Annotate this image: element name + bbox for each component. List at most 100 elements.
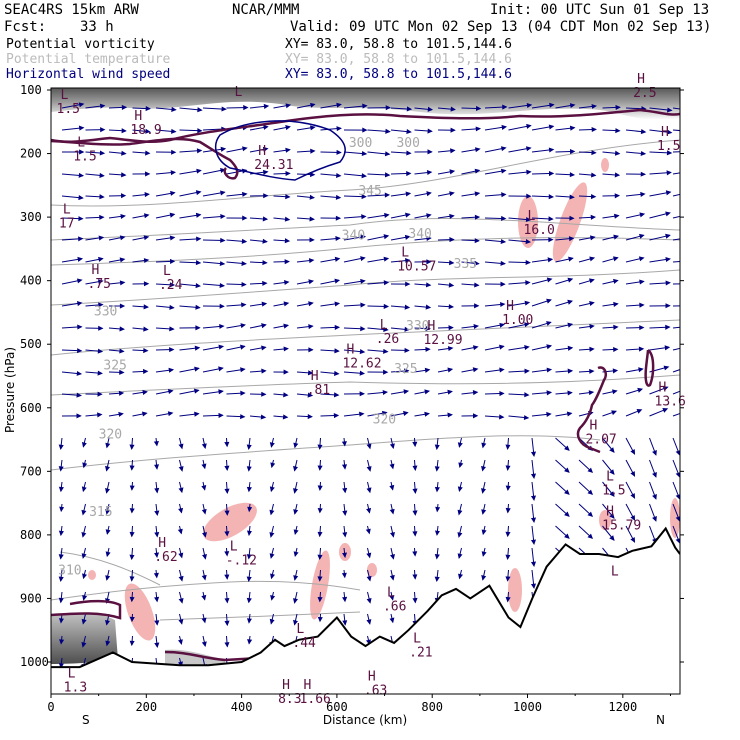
- wind-arrowhead: [690, 325, 694, 329]
- theta-label: 330: [94, 305, 117, 320]
- wind-arrowhead: [569, 215, 575, 221]
- wind-arrowhead: [196, 168, 202, 174]
- wind-arrowhead: [334, 301, 341, 307]
- wind-arrowhead: [246, 486, 252, 493]
- wind-arrowhead: [434, 444, 440, 451]
- wind-arrowhead: [178, 443, 184, 450]
- wind-arrowhead: [523, 415, 530, 421]
- wind-arrowhead: [59, 639, 65, 645]
- wind-arrowhead: [99, 214, 105, 220]
- wind-arrowhead: [500, 168, 507, 174]
- wind-arrowhead: [360, 278, 366, 284]
- wind-arrowhead: [447, 346, 454, 352]
- wind-arrowhead: [178, 466, 184, 472]
- wind-arrowhead: [129, 508, 135, 514]
- wind-arrowhead: [472, 367, 479, 373]
- wind-arrowhead: [361, 193, 367, 200]
- wind-arrowhead: [201, 443, 207, 450]
- wind-arrowhead: [412, 597, 418, 604]
- extremum-value: .66: [383, 600, 406, 615]
- theta-line: [51, 374, 680, 396]
- wind-arrowhead: [666, 129, 673, 135]
- wind-arrowhead: [587, 489, 594, 495]
- wind-arrowhead: [262, 146, 269, 152]
- wind-arrowhead: [194, 366, 200, 372]
- wind-arrowhead: [76, 300, 83, 307]
- wind-arrowhead: [639, 233, 645, 239]
- wind-arrowhead: [218, 412, 224, 419]
- wind-arrowhead: [243, 105, 249, 111]
- wind-arrowhead: [120, 213, 126, 219]
- wind-arrowhead: [359, 370, 366, 376]
- wind-arrowhead: [426, 213, 432, 219]
- wind-arrowhead: [481, 529, 487, 536]
- wind-arrowhead: [283, 301, 290, 307]
- theta-label: 320: [99, 427, 122, 442]
- wind-arrowhead: [98, 235, 105, 241]
- wind-arrowhead: [639, 279, 645, 285]
- wind-arrowhead: [530, 495, 537, 502]
- wind-arrowhead: [564, 467, 570, 473]
- extremum-value: 17: [59, 216, 75, 231]
- wind-arrowhead: [426, 259, 432, 265]
- theta-label: 345: [358, 184, 381, 199]
- wind-arrowhead: [404, 368, 410, 374]
- wind-arrowhead: [317, 576, 323, 582]
- wind-arrowhead: [412, 574, 418, 580]
- y-tick-label: 500: [20, 337, 42, 351]
- wind-arrowhead: [246, 554, 252, 560]
- wind-arrowhead: [526, 102, 533, 108]
- wind-arrowhead: [129, 485, 135, 491]
- wind-arrowhead: [154, 620, 160, 626]
- wind-arrowhead: [591, 127, 597, 132]
- wind-arrowhead: [525, 260, 531, 265]
- theta-label: 325: [103, 359, 126, 374]
- wind-arrowhead: [609, 513, 615, 519]
- shade-blob: [599, 510, 611, 530]
- extremum-letter: H: [637, 72, 645, 87]
- wind-arrowhead: [638, 367, 644, 373]
- x-tick-label: 1200: [608, 700, 637, 714]
- wind-arrowhead: [194, 411, 200, 417]
- wind-arrowhead: [505, 554, 511, 561]
- wind-arrowhead: [447, 367, 454, 373]
- extremum-letter: H: [589, 419, 597, 434]
- wind-arrowhead: [283, 279, 290, 286]
- wind-arrowhead: [447, 389, 453, 395]
- wind-arrowhead: [525, 239, 532, 245]
- wind-arrowhead: [167, 411, 174, 417]
- wind-arrowhead: [505, 531, 511, 538]
- wind-arrowhead: [154, 552, 160, 558]
- wind-arrowhead: [218, 389, 224, 395]
- wind-arrowhead: [119, 369, 125, 375]
- wind-arrowhead: [472, 390, 479, 396]
- wind-arrowhead: [195, 212, 202, 218]
- wind-arrowhead: [499, 344, 505, 350]
- y-tick-label: 700: [20, 464, 42, 478]
- extremum-letter: H: [134, 109, 142, 124]
- wind-arrowhead: [246, 444, 252, 451]
- wind-arrowhead: [81, 442, 87, 448]
- wind-arrowhead: [261, 345, 267, 351]
- wind-arrowhead: [153, 441, 159, 447]
- wind-arrowhead: [567, 299, 573, 305]
- wind-arrowhead: [500, 238, 507, 245]
- wind-arrowhead: [168, 367, 175, 373]
- wind-arrowhead: [384, 192, 391, 198]
- wind-arrowhead: [119, 257, 126, 263]
- wind-arrowhead: [76, 278, 83, 284]
- extremum-value: 2.07: [585, 433, 616, 448]
- wind-arrowhead: [474, 214, 481, 220]
- wind-arrowhead: [336, 149, 342, 155]
- wind-arrowhead: [221, 106, 227, 112]
- theta-labels: 345 340 340 335 330 330 325 325 320 320 315 310 300 3…: [58, 136, 477, 578]
- wind-arrowhead: [526, 169, 532, 175]
- wind-arrowhead: [317, 554, 323, 561]
- wind-arrowhead: [637, 387, 643, 393]
- shade-blob: [508, 568, 522, 612]
- theta-isolines: [51, 139, 680, 621]
- wind-arrowhead: [590, 214, 597, 220]
- wind-arrowhead: [609, 535, 615, 541]
- wind-arrowhead: [501, 215, 507, 221]
- wind-arrowhead: [293, 551, 299, 558]
